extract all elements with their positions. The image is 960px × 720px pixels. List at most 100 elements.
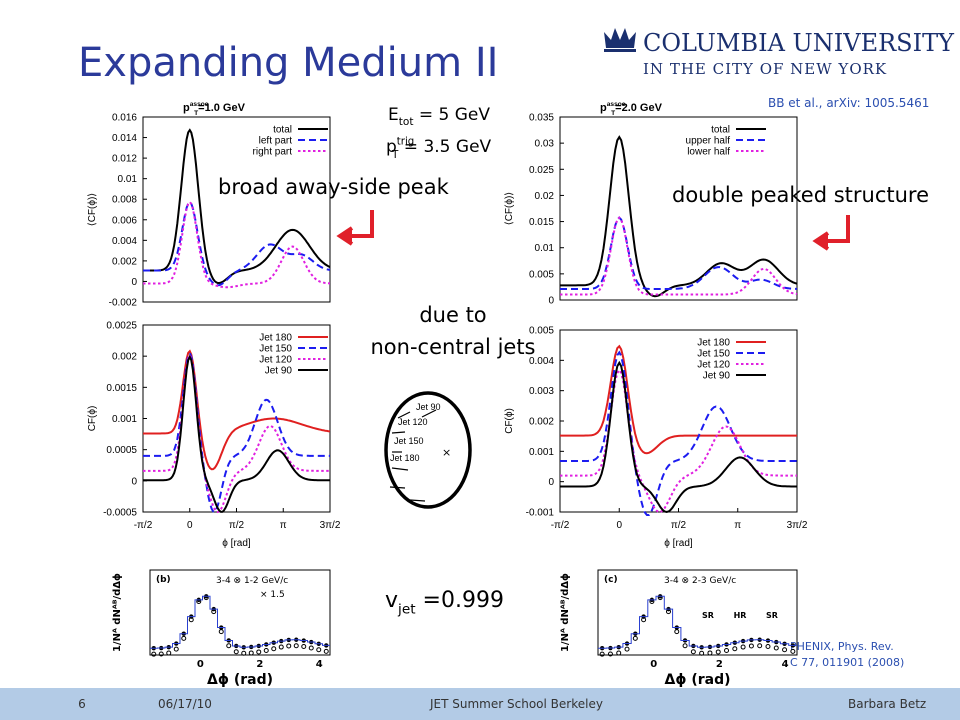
marker	[218, 629, 224, 635]
marker	[151, 651, 157, 657]
logo-crown	[604, 28, 636, 52]
plot-frame	[597, 569, 798, 656]
y-tick-label: 0.002	[112, 352, 137, 363]
formula-text: =1.0 GeV	[198, 102, 245, 114]
annotation: due to	[419, 303, 486, 327]
subscript: tot	[399, 116, 414, 128]
legend-label: Jet 150	[697, 349, 730, 360]
legend-label: total	[711, 125, 730, 136]
y-tick-label: 0	[131, 476, 137, 487]
curve	[560, 216, 797, 290]
marker	[316, 647, 322, 653]
y-tick-label: 0	[548, 296, 554, 307]
marker	[271, 646, 277, 652]
x-tick-label: -π/2	[134, 520, 153, 531]
marker	[308, 645, 314, 651]
plot-frame	[559, 116, 798, 301]
x-tick-label: 0	[187, 520, 193, 531]
y-tick-label: 0.004	[112, 236, 137, 247]
marker	[233, 649, 239, 655]
legend-label: Jet 180	[259, 333, 292, 344]
legend-label: upper half	[686, 136, 731, 147]
y-tick-label: 0.005	[529, 326, 554, 337]
legend-label: Jet 120	[259, 355, 292, 366]
citation: C 77, 011901 (2008)	[790, 656, 904, 669]
energy-label: Etot = 5 GeV	[388, 105, 490, 128]
x-tick-label: 4	[316, 659, 323, 670]
plot-title: passoc T=2.0 GeV	[600, 101, 663, 117]
curve	[560, 350, 797, 516]
annotation: double peaked structure	[672, 183, 929, 207]
jet-label: Jet 90	[416, 402, 441, 412]
y-tick-label: 0.003	[529, 386, 554, 397]
marker	[740, 644, 746, 650]
symbol: p	[600, 102, 607, 114]
marker	[293, 643, 299, 649]
footer-page: 6	[78, 697, 86, 711]
symbol: v	[385, 588, 398, 613]
marker	[286, 643, 292, 649]
marker	[773, 645, 779, 651]
y-tick-label: 0.025	[529, 165, 554, 176]
curve	[560, 368, 797, 513]
histogram	[150, 595, 330, 649]
y-tick-label: -0.001	[526, 508, 555, 519]
marker	[166, 650, 172, 656]
superscript: assoc	[607, 101, 626, 108]
x-tick-label: 0	[650, 659, 657, 670]
curve	[143, 349, 331, 471]
marker	[657, 595, 663, 601]
jet-label: Jet 180	[390, 453, 420, 463]
x-tick-label: π	[280, 520, 287, 531]
marker	[599, 651, 605, 657]
y-tick-label: 0.004	[529, 356, 554, 367]
marker	[226, 643, 232, 649]
y-tick-label: 0.008	[112, 195, 137, 206]
logo-subtext: IN THE CITY OF NEW YORK	[643, 60, 887, 78]
y-tick-label: -0.0005	[103, 508, 137, 519]
y-tick-label: 0.012	[112, 154, 137, 165]
marker	[707, 650, 713, 656]
y-tick-label: 0.0025	[106, 321, 137, 332]
panel-label: (c)	[604, 575, 618, 585]
x-tick-label: 2	[256, 659, 263, 670]
marker	[757, 643, 763, 649]
formula-text: =0.999	[416, 588, 504, 613]
formula-text: = 5 GeV	[413, 105, 490, 125]
x-tick-label: π	[734, 520, 741, 531]
marker	[732, 646, 738, 652]
bin-label: 3-4 ⊗ 2-3 GeV/c	[664, 576, 736, 586]
symbol: p	[183, 102, 190, 114]
footer-bar	[0, 688, 960, 720]
y-tick-label: 0.006	[112, 215, 137, 226]
x-tick-label: 2	[716, 659, 723, 670]
symbol: E	[388, 105, 399, 125]
y-axis-label: 1/Nᴬ dNᴬᴮ/dΔϕ	[112, 573, 123, 652]
marker	[256, 649, 262, 655]
x-tick-label: -π/2	[551, 520, 570, 531]
marker	[203, 595, 209, 601]
arrow	[336, 210, 850, 251]
annotation: non-central jets	[371, 335, 536, 359]
x-axis-label: Δϕ (rad)	[664, 672, 730, 688]
x-axis-label: ϕ [rad]	[222, 538, 251, 549]
jet-label: Jet 150	[394, 436, 424, 446]
y-tick-label: 0.0005	[106, 445, 137, 456]
footer-event: JET Summer School Berkeley	[429, 697, 603, 711]
curve	[560, 344, 797, 455]
curve	[143, 200, 331, 287]
y-tick-label: 0.015	[529, 217, 554, 228]
y-tick-label: 0	[548, 477, 554, 488]
region-label: SR	[702, 611, 714, 620]
legend-label: Jet 120	[697, 360, 730, 371]
marker	[616, 650, 622, 656]
curve	[560, 135, 798, 298]
subscript: jet	[397, 602, 416, 618]
marker	[241, 650, 247, 656]
marker	[765, 644, 771, 650]
marker	[715, 649, 721, 655]
legend-label: Jet 90	[265, 366, 293, 377]
footer-date: 06/17/10	[158, 697, 212, 711]
x-axis-label: ϕ [rad]	[664, 538, 693, 549]
